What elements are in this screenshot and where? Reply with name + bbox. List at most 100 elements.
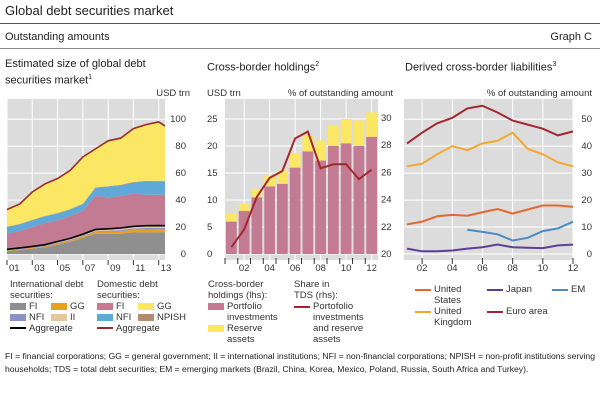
panel2-bar-portfolio (366, 136, 377, 254)
legend-line (487, 311, 503, 313)
panel2-bar-reserve (264, 175, 275, 187)
legend-label: EM (571, 284, 586, 295)
legend-line (294, 306, 310, 308)
panel1-ytick-label: 20 (175, 222, 186, 233)
panel2-bar-portfolio (315, 160, 326, 254)
legend-label: GG (70, 301, 85, 312)
panel3-xtick-label: 12 (568, 263, 579, 274)
panel3-line-uk (406, 131, 574, 168)
panel2-bar-portfolio (238, 210, 250, 254)
legend-label: Portofolio investments and reserve asset… (313, 301, 364, 345)
panel1-xtick-label: 03 (34, 263, 45, 274)
legend-label: II (70, 312, 76, 323)
panel1-xtick-label: 01 (9, 263, 20, 274)
panel3-xtick-label: 06 (477, 263, 488, 274)
panel3-ytick-label: 50 (581, 114, 592, 125)
panel2-bar-reserve (277, 170, 288, 184)
panel1-xtick-label: 09 (110, 263, 121, 274)
panel3-line-japan (406, 243, 574, 253)
legend-heading: Cross-border holdings (lhs): (208, 279, 268, 301)
legend-swatch (138, 313, 154, 321)
panel2-title: Cross-border holdings2 (207, 61, 320, 74)
panel1-area-dom_fi (7, 193, 165, 250)
legend-line (10, 327, 26, 330)
panel2-bar-portfolio (328, 145, 339, 254)
page-title: Global debt securities market (5, 3, 174, 18)
panel2-bar-portfolio (353, 145, 365, 254)
legend-swatch (208, 325, 224, 332)
panel3-ylabel: % of outstanding amount (487, 88, 592, 99)
legend-label: Aggregate (29, 323, 73, 334)
legend-label: United States (434, 284, 462, 306)
panel2-ytick-right-label: 28 (381, 140, 392, 151)
legend-label: Reserve assets (227, 323, 263, 345)
panel2-bar-portfolio (277, 183, 288, 254)
panel1-ylabel: USD trn (156, 88, 190, 99)
panel2-bar-reserve (353, 120, 365, 146)
panel2-ylabel-right: % of outstanding amount (288, 88, 393, 99)
panel2-ytick-left-label: 10 (207, 195, 218, 206)
panel1-ytick-label: 0 (181, 249, 186, 260)
legend-label: Portfolio investments (227, 301, 278, 323)
panel1-line-dom_agg (6, 121, 166, 211)
panel3-xtick-label: 08 (507, 263, 518, 274)
panel2-xtick-label: 02 (239, 263, 250, 274)
legend-heading: Domestic debt securities: (97, 279, 158, 301)
legend-line (415, 289, 431, 291)
panel2-bar-reserve (238, 203, 250, 211)
legend-swatch (97, 313, 113, 321)
panel1-xtick-label: 05 (60, 263, 71, 274)
panel2-legend-bars: Cross-border holdings (lhs): Portfolio i… (208, 279, 288, 345)
title-rule (0, 23, 600, 24)
legend-label: NFI (116, 312, 132, 323)
panel2-plot-area (225, 99, 378, 260)
panel2-ytick-left-label: 5 (207, 222, 212, 233)
panel2-ytick-left-label: 25 (207, 114, 218, 125)
panel2-bar-portfolio (226, 221, 237, 254)
legend-label: FI (29, 301, 38, 312)
panel3-title: Derived cross-border liabilities3 (405, 61, 557, 74)
panel2-line-share (230, 130, 373, 248)
panel2-ytick-right-label: 24 (381, 195, 392, 206)
panel1-area-dom_nfi (7, 181, 165, 234)
panel2-xtick-label: 12 (366, 263, 377, 274)
header-rule (0, 48, 600, 49)
charts-canvas: USD trn USD trn % of outstanding amount … (6, 88, 592, 274)
panel1-area-intl_fi (7, 232, 165, 254)
panel3-plot-area (404, 99, 573, 260)
panel1-line-intl_agg (6, 224, 166, 251)
panel1-title: Estimated size of global debt securities… (5, 58, 146, 87)
panel1-xtick-label: 07 (85, 263, 96, 274)
legend-label: NPISH (157, 312, 187, 323)
legend-swatch (10, 313, 26, 321)
panel2-bar-reserve (340, 118, 352, 144)
panel3-ytick-label: 10 (581, 222, 592, 233)
panel1-legend-intl: International debt securities: FI GG NFI I… (10, 279, 95, 334)
panel1-ytick-label: 60 (175, 168, 186, 179)
panel3-line-us (406, 204, 574, 226)
panel3-xtick-label: 04 (447, 263, 458, 274)
subtitle: Outstanding amounts (5, 31, 110, 43)
legend-swatch (10, 302, 26, 310)
panel2-ytick-left-label: 0 (207, 249, 212, 260)
legend-label: Japan (506, 284, 532, 295)
panel2-bar-portfolio (289, 167, 301, 254)
panel3-legend: United States Japan EM United Kingdom Eu… (415, 284, 600, 328)
panel2-bar-portfolio (302, 151, 314, 254)
panel1-ytick-label: 80 (175, 141, 186, 152)
panel2-ytick-right-label: 22 (381, 222, 392, 233)
panel2-bar-reserve (289, 153, 301, 168)
legend-line (552, 289, 568, 291)
panel1-area-intl_gg (7, 229, 165, 252)
panel2-ytick-right-label: 20 (381, 249, 392, 260)
panel2-ylabel-left: USD trn (207, 88, 241, 99)
panel2-bar-portfolio (251, 197, 263, 254)
panel2-xtick-label: 08 (315, 263, 326, 274)
panel3-xtick-label: 02 (417, 263, 428, 274)
panel2-bar-reserve (366, 112, 377, 137)
panel3-xtick-label: 10 (538, 263, 549, 274)
legend-swatch (138, 302, 154, 310)
panel2-xtick-label: 06 (290, 263, 301, 274)
legend-label: Euro area (506, 306, 548, 317)
footnote: FI = financial corporations; GG = genera… (5, 351, 595, 374)
